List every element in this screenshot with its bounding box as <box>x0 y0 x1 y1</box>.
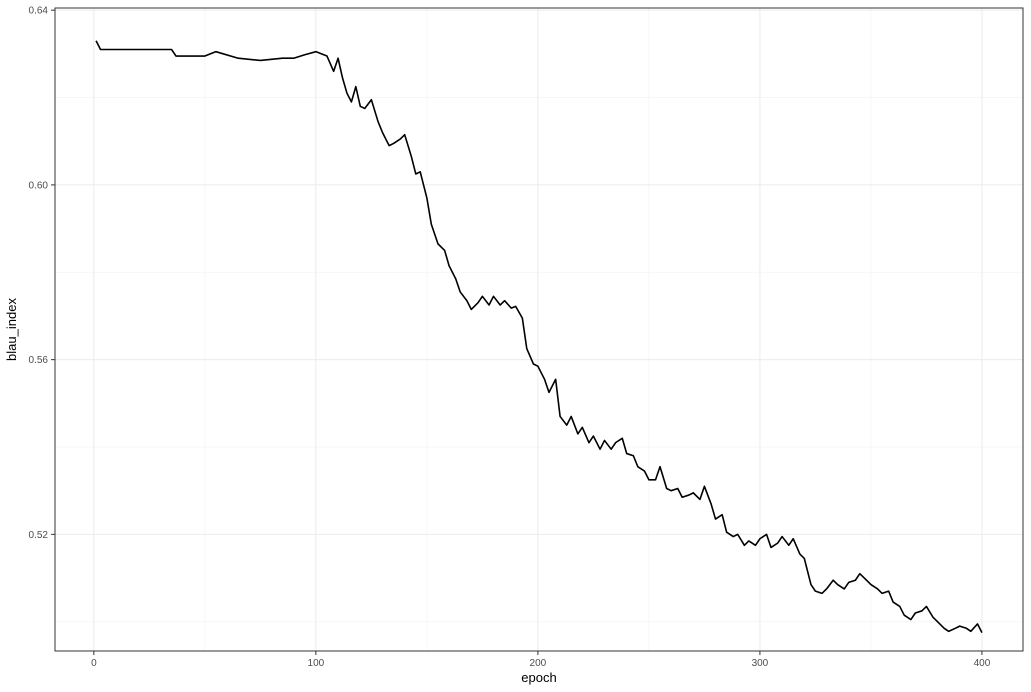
x-tick-label: 100 <box>308 658 325 669</box>
x-tick-label: 0 <box>91 658 97 669</box>
major-gridlines <box>55 8 1023 651</box>
x-tick-label: 200 <box>530 658 547 669</box>
x-tick-label: 400 <box>974 658 991 669</box>
x-axis-title: epoch <box>521 670 556 685</box>
y-tick-label: 0.60 <box>29 180 49 191</box>
plot-panel <box>55 8 1023 651</box>
y-axis-title: blau_index <box>4 298 19 361</box>
x-tick-label: 300 <box>752 658 769 669</box>
minor-gridlines <box>55 8 1023 651</box>
y-tick-label: 0.64 <box>29 6 49 17</box>
blau-index-line <box>95 40 983 634</box>
x-axis-ticks: 0 100 200 300 400 <box>91 651 991 669</box>
y-tick-label: 0.52 <box>29 530 49 541</box>
panel-border <box>54 7 1024 652</box>
y-tick-label: 0.56 <box>29 355 49 366</box>
y-axis-ticks: 0.52 0.56 0.60 0.64 <box>29 6 55 541</box>
